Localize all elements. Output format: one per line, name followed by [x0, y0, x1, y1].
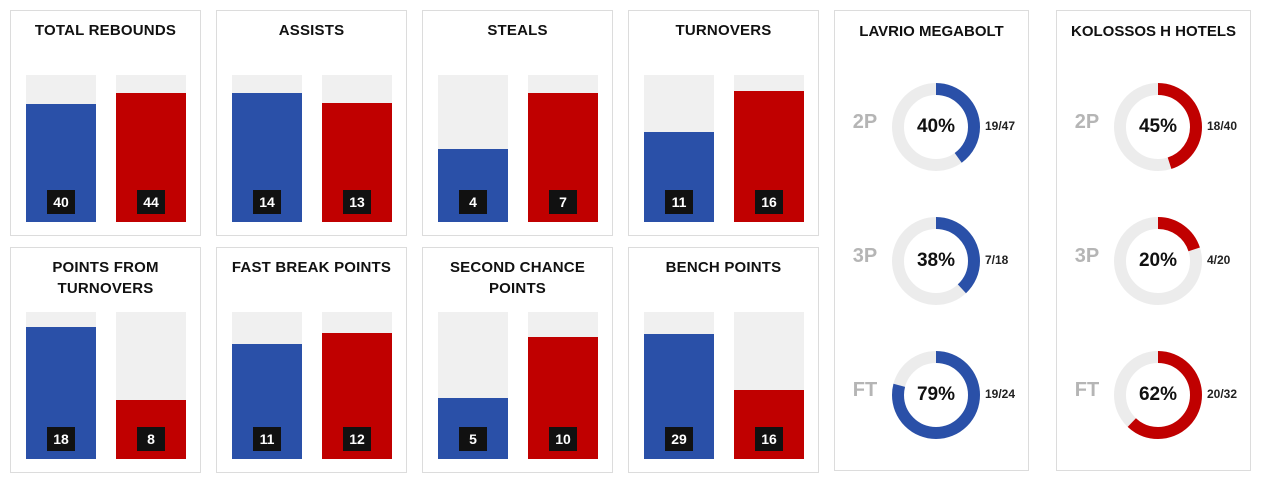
bar-value-label: 14 — [253, 190, 281, 214]
shots-made-attempted: 19/47 — [985, 119, 1016, 133]
shooting-donut — [1114, 217, 1202, 305]
shooting-donut — [892, 217, 980, 305]
stat-title: ASSISTS — [278, 22, 345, 39]
bar-value-label: 10 — [549, 427, 577, 451]
shot-percentage: 79% — [916, 384, 956, 405]
bar-track-away: 12 — [322, 312, 392, 459]
shot-type-label: 3P — [852, 245, 878, 267]
bar-track-home: 18 — [26, 312, 96, 459]
bar-track-away: 44 — [116, 75, 186, 222]
stat-title: SECOND CHANCE POINTS — [449, 259, 586, 297]
stat-panel-fast-break-points: FAST BREAK POINTS 11 12 — [216, 247, 407, 473]
team-shooting-panel-away: KOLOSSOS H HOTELS 2P 45% 18/40 3P 20% 4/20 FT 62… — [1056, 10, 1251, 471]
shots-made-attempted: 20/32 — [1207, 387, 1238, 401]
shot-percentage: 45% — [1138, 116, 1178, 137]
donut-arc — [1114, 83, 1202, 171]
bar-track-away: 16 — [734, 75, 804, 222]
bar-value-label: 44 — [137, 190, 165, 214]
bar-track-home: 14 — [232, 75, 302, 222]
shot-percentage: 40% — [916, 116, 956, 137]
shot-row-3p: 3P 38% 7/18 — [835, 211, 1028, 311]
bar-value-label: 11 — [253, 427, 281, 451]
bar-value-label: 8 — [137, 427, 165, 451]
shooting-donut — [1114, 351, 1202, 439]
team-name: KOLOSSOS H HOTELS — [1070, 23, 1236, 40]
bar-track-home: 11 — [644, 75, 714, 222]
bar-value-label: 5 — [459, 427, 487, 451]
shot-type-label: FT — [852, 379, 878, 401]
bar-value-label: 7 — [549, 190, 577, 214]
stat-panel-steals: STEALS 4 7 — [422, 10, 613, 236]
shots-made-attempted: 19/24 — [985, 387, 1016, 401]
shots-made-attempted: 7/18 — [985, 253, 1009, 267]
bar-track-away: 10 — [528, 312, 598, 459]
shot-percentage: 38% — [916, 250, 956, 271]
donut-arc — [892, 83, 980, 171]
stat-title: TOTAL REBOUNDS — [34, 22, 177, 39]
bar-value-label: 16 — [755, 190, 783, 214]
stat-title: POINTS FROM TURNOVERS — [52, 259, 159, 297]
shot-row-3p: 3P 20% 4/20 — [1057, 211, 1250, 311]
bar-track-home: 11 — [232, 312, 302, 459]
shot-row-2p: 2P 40% 19/47 — [835, 77, 1028, 177]
shot-row-2p: 2P 45% 18/40 — [1057, 77, 1250, 177]
bar-track-away: 8 — [116, 312, 186, 459]
team-shooting-panel-home: LAVRIO MEGABOLT 2P 40% 19/47 3P 38% 7/18 FT 79% 1… — [834, 10, 1029, 471]
bar-track-home: 29 — [644, 312, 714, 459]
bar-track-away: 7 — [528, 75, 598, 222]
bar-value-label: 40 — [47, 190, 75, 214]
donut-arc — [1114, 351, 1202, 439]
team-name: LAVRIO MEGABOLT — [859, 23, 1004, 40]
donut-arc — [1114, 217, 1202, 305]
stat-title: STEALS — [487, 22, 548, 39]
shooting-donut — [892, 351, 980, 439]
shot-type-label: FT — [1074, 379, 1100, 401]
stat-panel-assists: ASSISTS 14 13 — [216, 10, 407, 236]
shooting-donut — [892, 83, 980, 171]
stat-panel-second-chance-points: SECOND CHANCE POINTS 5 10 — [422, 247, 613, 473]
shot-percentage: 20% — [1138, 250, 1178, 271]
bar-value-label: 4 — [459, 190, 487, 214]
donut-arc — [892, 351, 980, 439]
stat-title: BENCH POINTS — [665, 259, 782, 276]
stat-panel-points-from-turnovers: POINTS FROM TURNOVERS 18 8 — [10, 247, 201, 473]
shots-made-attempted: 4/20 — [1207, 253, 1231, 267]
shot-row-ft: FT 79% 19/24 — [835, 345, 1028, 445]
bar-track-home: 4 — [438, 75, 508, 222]
stat-panel-total-rebounds: TOTAL REBOUNDS 40 44 — [10, 10, 201, 236]
shot-type-label: 2P — [852, 111, 878, 133]
bar-value-label: 16 — [755, 427, 783, 451]
shot-type-label: 2P — [1074, 111, 1100, 133]
bar-value-label: 13 — [343, 190, 371, 214]
bar-track-home: 40 — [26, 75, 96, 222]
shooting-donut — [1114, 83, 1202, 171]
stat-title: TURNOVERS — [675, 22, 772, 39]
bar-value-label: 29 — [665, 427, 693, 451]
stat-title: FAST BREAK POINTS — [231, 259, 392, 276]
bar-track-away: 16 — [734, 312, 804, 459]
shot-type-label: 3P — [1074, 245, 1100, 267]
bar-track-home: 5 — [438, 312, 508, 459]
bar-value-label: 12 — [343, 427, 371, 451]
shots-made-attempted: 18/40 — [1207, 119, 1238, 133]
stat-panel-turnovers: TURNOVERS 11 16 — [628, 10, 819, 236]
bar-value-label: 11 — [665, 190, 693, 214]
bar-track-away: 13 — [322, 75, 392, 222]
donut-arc — [892, 217, 980, 305]
stat-panel-bench-points: BENCH POINTS 29 16 — [628, 247, 819, 473]
bar-value-label: 18 — [47, 427, 75, 451]
shot-row-ft: FT 62% 20/32 — [1057, 345, 1250, 445]
shot-percentage: 62% — [1138, 384, 1178, 405]
